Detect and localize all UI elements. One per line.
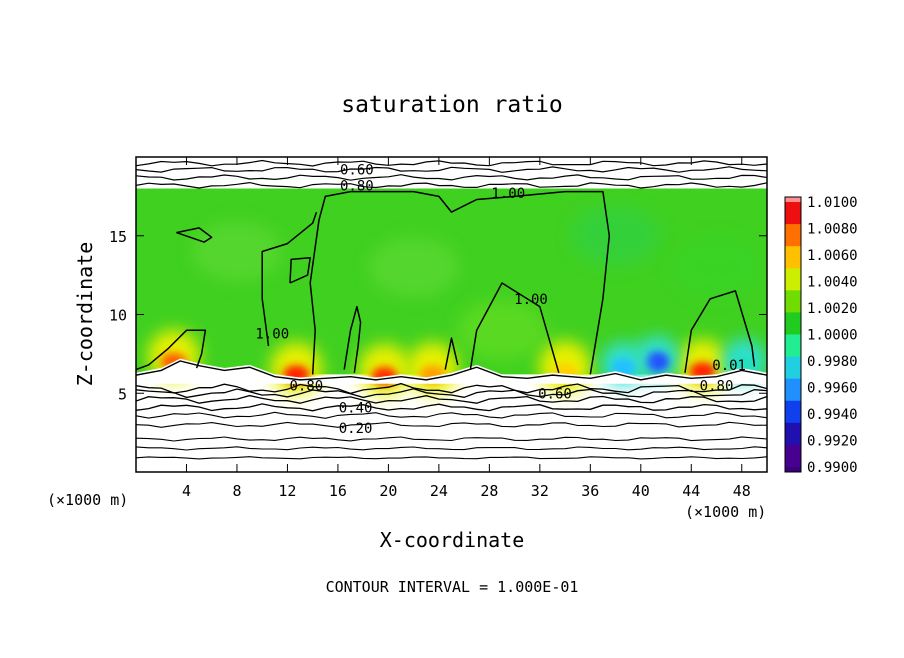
colorbar-swatch-11: [785, 444, 801, 468]
x-tick-label-4: 20: [379, 482, 397, 500]
contour-1-00-part-3: [176, 227, 213, 243]
field-patch-2: [570, 205, 661, 266]
contour-1-00-part-2: [289, 257, 311, 284]
colorbar-label-4: 1.0020: [807, 301, 858, 317]
colorbar-swatch-6: [785, 334, 801, 358]
field-patch-0: [191, 221, 282, 282]
contour-1-00-part-6: [469, 282, 560, 374]
x-tick-label-6: 28: [480, 482, 498, 500]
x-tick-label-0: 4: [182, 482, 191, 500]
colorbar-label-1: 1.0080: [807, 222, 858, 238]
upper-contour-0: [136, 181, 767, 189]
contour-1-00-part-5: [444, 337, 459, 370]
colorbar-swatch-9: [785, 400, 801, 424]
contour-label-1: 0.80: [340, 178, 374, 194]
contour-lines: [136, 159, 767, 460]
colorbar-swatch-8: [785, 378, 801, 402]
colorbar-label-6: 0.9980: [807, 354, 858, 370]
contour-label-0: 0.60: [340, 163, 374, 179]
saturation-field: [136, 188, 767, 396]
contour-interval-note: CONTOUR INTERVAL = 1.000E-01: [326, 578, 579, 596]
contour-1-00-part-1: [261, 211, 318, 347]
contour-1-00-part-7: [684, 290, 756, 373]
x-tick-label-8: 36: [581, 482, 599, 500]
y-tick-label-2: 15: [109, 228, 127, 246]
y-axis-ticks: 5 10 15: [109, 228, 767, 403]
lower-contour-5: [136, 403, 767, 412]
lower-contour-8: [136, 382, 767, 395]
lower-contour-3: [136, 421, 767, 428]
lower-contour-6: [136, 394, 767, 404]
y-tick-label-1: 10: [109, 307, 127, 325]
contour-label-2: 1.00: [491, 186, 525, 202]
cloud-base-contour: [136, 360, 767, 381]
colorbar-swatch-10: [785, 422, 801, 446]
x-tick-label-3: 16: [329, 482, 347, 500]
contour-label-9: 0.80: [700, 378, 734, 394]
x-tick-label-2: 12: [278, 482, 296, 500]
colorbar-bottom-swatch: [785, 467, 801, 472]
contour-label-6: 0.40: [339, 400, 373, 416]
colorbar-label-10: 0.9900: [807, 460, 858, 476]
lower-contour-4: [136, 411, 767, 419]
cold-spot-0: [645, 351, 670, 372]
x-tick-label-11: 48: [733, 482, 751, 500]
upper-contour-1: [136, 174, 767, 181]
contour-labels: 0.600.80 1.001.001.000.800.400.200.60 0.80…: [255, 163, 746, 437]
colorbar-swatch-1: [785, 224, 801, 247]
colorbar-swatch-0: [785, 202, 801, 225]
colorbar-label-8: 0.9940: [807, 407, 858, 423]
upper-contour-2: [136, 166, 767, 173]
contour-label-7: 0.20: [339, 421, 373, 437]
x-tick-label-5: 24: [430, 482, 448, 500]
contour-label-10: 0.01: [712, 358, 746, 374]
x-axis-ticks: 4 8 12 16 20 24 28 32 36 40 44 48: [182, 157, 751, 500]
lower-contour-0: [136, 456, 767, 460]
colorbar-label-3: 1.0040: [807, 275, 858, 291]
x-tick-label-9: 40: [632, 482, 650, 500]
clear-air-band: [136, 358, 767, 384]
y-axis-label: Z-coordinate: [73, 242, 97, 387]
colorbar-label-5: 1.0000: [807, 328, 858, 344]
colorbar-top-swatch: [785, 197, 801, 202]
colorbar-swatch-4: [785, 290, 801, 313]
x-axis-unit-left: (×1000 m): [47, 491, 128, 509]
upper-contour-3: [136, 159, 767, 167]
colorbar: 1.0100 1.0080 1.0060 1.0040 1.0020 1.0000 0.99…: [784, 195, 858, 476]
x-axis-unit-right: (×1000 m): [685, 503, 766, 521]
field-patch-3: [456, 300, 547, 361]
contour-label-5: 0.80: [290, 378, 324, 394]
lower-contour-7: [136, 388, 767, 399]
x-axis-label: X-coordinate: [380, 528, 525, 552]
x-tick-label-7: 32: [531, 482, 549, 500]
y-tick-label-0: 5: [118, 385, 127, 403]
field-patch-4: [671, 237, 762, 298]
colorbar-label-2: 1.0060: [807, 248, 858, 264]
field-patch-1: [368, 237, 459, 298]
lower-contour-1: [136, 446, 767, 451]
x-tick-label-10: 44: [682, 482, 700, 500]
lower-contour-2: [136, 436, 767, 442]
contour-label-4: 1.00: [255, 326, 289, 342]
chart-title: saturation ratio: [341, 92, 563, 118]
colorbar-swatch-2: [785, 246, 801, 269]
colorbar-swatch-7: [785, 356, 801, 380]
contour-label-8: 0.60: [538, 386, 572, 402]
x-tick-label-1: 8: [232, 482, 241, 500]
contour-label-3: 1.00: [514, 292, 548, 308]
contour-1-00-part-8: [136, 329, 207, 371]
colorbar-label-7: 0.9960: [807, 381, 858, 397]
contour-1-00-part-4: [343, 305, 362, 373]
colorbar-frame: [784, 196, 802, 473]
colorbar-label-9: 0.9920: [807, 434, 858, 450]
colorbar-swatch-3: [785, 268, 801, 291]
contour-1-00-part-0: [309, 190, 611, 375]
colorbar-label-0: 1.0100: [807, 195, 858, 211]
colorbar-swatch-5: [785, 312, 801, 335]
